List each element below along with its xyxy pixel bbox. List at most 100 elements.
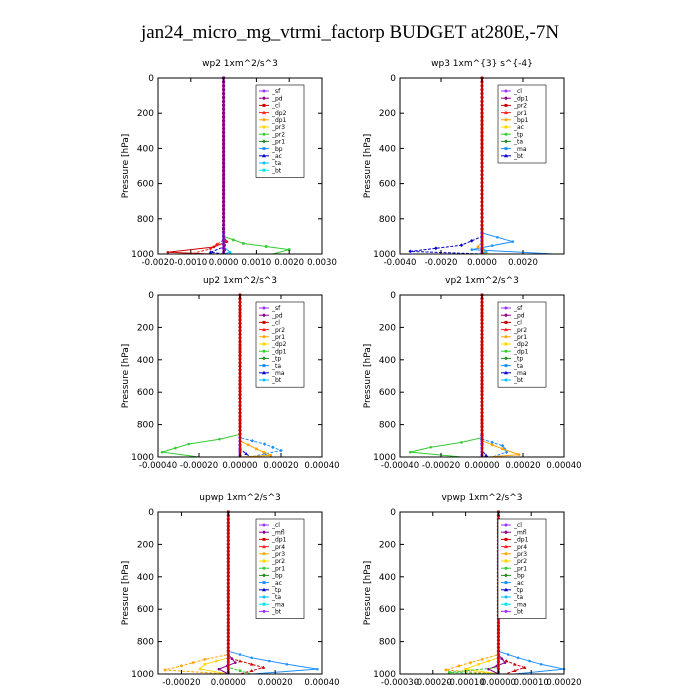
legend: _sf_pd_cl_dp2_dp1_pr3_pr2_pr1_bp_ac_ta_b…	[255, 84, 305, 178]
data-point	[504, 659, 509, 663]
legend-label: _tp	[513, 356, 523, 363]
panel-6: vpwp 1xm^2/s^3 Pressure [hPa] 0 200 400 600 80…	[363, 493, 582, 688]
x-tick-label: -0.00020	[162, 678, 200, 688]
panel-4: vp2 1xm^2/s^3 Pressure [hPa] 0 200 400 600 800…	[363, 276, 582, 471]
y-tick-label: 400	[379, 573, 396, 583]
legend: _cl_mfl_dp1_pr4_pr3_pr2_pr1_bp_ac_tp_ta_…	[497, 518, 547, 619]
legend-marker	[262, 609, 266, 613]
x-tick-label: 0.0000	[467, 258, 497, 268]
data-point	[513, 662, 517, 666]
y-axis-label: Pressure [hPa]	[363, 344, 373, 409]
legend-label: _cl	[271, 522, 280, 529]
data-point	[255, 447, 258, 451]
x-tick-label: 0.00040	[546, 461, 581, 471]
y-tick-label: 0	[390, 74, 396, 84]
legend-marker	[262, 602, 266, 606]
legend-marker	[262, 306, 266, 310]
panel-title: wp3 1xm^{3} s^{-4}	[431, 59, 533, 69]
panel-title: up2 1xm^2/s^3	[203, 276, 277, 286]
legend-label: _tp	[271, 356, 281, 363]
x-tick-label: 0.0020	[274, 258, 304, 268]
legend-label: _pr1	[271, 565, 285, 572]
data-point	[163, 668, 167, 672]
y-tick-label: 1000	[373, 453, 396, 463]
legend-marker	[262, 530, 266, 535]
x-tick-label: -0.00030	[381, 678, 419, 688]
data-point	[511, 240, 515, 243]
data-point	[459, 243, 464, 247]
data-point	[208, 250, 213, 254]
legend-label: _bt	[271, 377, 282, 384]
data-point	[250, 656, 254, 660]
legend-label: _pr1	[271, 334, 285, 341]
legend-label: _pr1	[513, 110, 527, 117]
data-point	[501, 447, 504, 451]
legend-marker	[262, 370, 266, 375]
x-tick-label: 0.00020	[263, 461, 298, 471]
data-point	[238, 653, 242, 656]
legend-marker	[504, 364, 508, 368]
legend-marker	[262, 147, 266, 151]
data-point	[539, 662, 543, 666]
legend-marker	[262, 349, 266, 353]
data-point	[234, 661, 237, 664]
legend-marker	[504, 327, 508, 332]
data-point	[464, 667, 467, 671]
y-axis-label: Pressure [hPa]	[121, 134, 131, 199]
y-tick-label: 0	[390, 291, 396, 301]
legend-marker	[262, 110, 266, 115]
panel-1: wp2 1xm^2/s^3 Pressure [hPa] 0 200 400 600 800…	[121, 59, 337, 268]
data-point	[217, 667, 221, 671]
legend-marker	[504, 147, 508, 151]
legend-label: _ma	[513, 146, 527, 153]
legend: _cl_mfl_dp1_pr4_pr3_pr2_pr1_bp_ac_tp_ta_…	[255, 518, 305, 619]
data-point	[166, 250, 170, 254]
data-point	[490, 440, 495, 445]
x-tick-label: -0.00020	[414, 678, 452, 688]
legend-label: _tp	[271, 587, 281, 594]
data-point	[447, 671, 451, 674]
legend-marker	[504, 559, 508, 563]
y-tick-label: 0	[148, 508, 154, 518]
legend-label: _dp1	[513, 95, 529, 102]
y-tick-label: 800	[137, 638, 154, 648]
y-tick-label: 0	[390, 508, 396, 518]
legend: _sf_pd_cl_pr2_pr1_dp2_dp1_tp_ta_ma_bt	[255, 301, 305, 388]
data-point	[244, 451, 248, 456]
legend-marker	[262, 552, 266, 556]
legend-marker	[262, 96, 266, 101]
legend-marker	[262, 89, 266, 93]
y-tick-label: 600	[379, 605, 396, 615]
y-axis-label: Pressure [hPa]	[363, 561, 373, 626]
x-tick-label: 0.00020	[505, 461, 540, 471]
legend-marker	[504, 349, 508, 353]
x-tick-label: 0.0010	[242, 258, 272, 268]
series-line-dp1	[167, 78, 228, 255]
y-tick-label: 800	[379, 638, 396, 648]
panel-3: up2 1xm^2/s^3 Pressure [hPa] 0 200 400 600 800…	[121, 276, 340, 471]
data-point	[469, 239, 474, 243]
series-line-ta	[208, 78, 225, 255]
data-point	[160, 450, 164, 454]
legend-marker	[262, 587, 266, 592]
legend-label: _ta	[513, 139, 523, 146]
x-tick-label: 0.00020	[546, 678, 581, 688]
legend-label: _dp1	[513, 537, 529, 544]
data-point	[444, 668, 448, 672]
legend-label: _ma	[271, 601, 285, 608]
series-line-pr1	[465, 512, 499, 675]
y-tick-label: 800	[379, 215, 396, 225]
data-point	[232, 238, 235, 242]
legend-label: _pr2	[271, 131, 285, 138]
legend-marker	[504, 595, 508, 599]
series-line-pr1	[199, 512, 229, 675]
legend-marker	[504, 537, 508, 541]
y-tick-label: 1000	[373, 250, 396, 260]
legend-label: _ta	[271, 594, 281, 601]
x-tick-label: 0.00000	[222, 461, 257, 471]
figure-title: jan24_micro_mg_vtrmi_factorp BUDGET at28…	[140, 22, 560, 43]
legend-marker	[262, 125, 266, 129]
legend-label: _sf	[271, 88, 281, 95]
x-tick-label: -0.00040	[381, 461, 419, 471]
legend-marker	[262, 573, 266, 578]
